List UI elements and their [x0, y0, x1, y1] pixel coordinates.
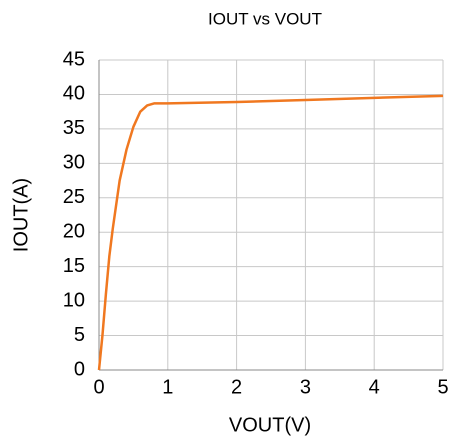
x-tick-label: 0	[93, 376, 104, 398]
x-tick-label: 5	[437, 376, 448, 398]
y-tick-label: 5	[74, 324, 85, 346]
x-tick-label: 1	[162, 376, 173, 398]
x-axis-label: VOUT(V)	[229, 414, 311, 436]
y-axis-label: IOUT(A)	[10, 178, 32, 252]
y-tick-label: 10	[63, 289, 85, 311]
y-tick-label: 35	[63, 117, 85, 139]
chart-title: IOUT vs VOUT	[208, 9, 322, 28]
y-tick-label: 20	[63, 221, 85, 243]
x-tick-label: 4	[369, 376, 380, 398]
y-tick-label: 45	[63, 48, 85, 70]
y-tick-label: 30	[63, 152, 85, 174]
x-tick-label: 2	[231, 376, 242, 398]
y-tick-label: 15	[63, 255, 85, 277]
x-tick-label: 3	[300, 376, 311, 398]
y-tick-label: 0	[74, 358, 85, 380]
data-line	[97, 94, 444, 371]
y-tick-label: 25	[63, 186, 85, 208]
y-tick-label: 40	[63, 83, 85, 105]
